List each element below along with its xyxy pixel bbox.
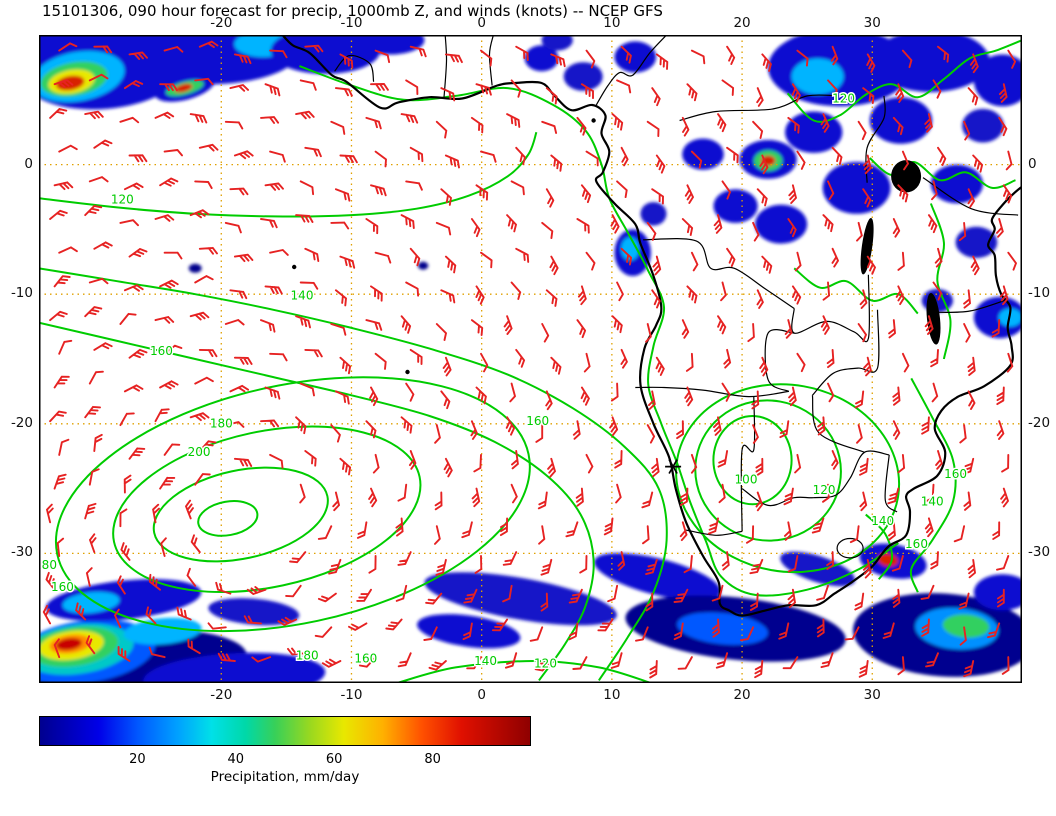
colorbar <box>39 716 531 746</box>
map-canvas: 1201401601601802001801601801601401201001… <box>39 35 1022 683</box>
y-tick-label-left: -20 <box>10 414 33 431</box>
y-tick-label-right: -30 <box>1028 544 1051 561</box>
colorbar-tick-label: 80 <box>424 752 441 767</box>
svg-text:160: 160 <box>944 467 967 481</box>
svg-text:120: 120 <box>111 193 134 207</box>
y-tick-label-left: -10 <box>10 285 33 302</box>
svg-text:160: 160 <box>150 344 173 358</box>
plot-frame <box>39 35 1022 683</box>
svg-text:100: 100 <box>735 472 758 486</box>
map-plot-area: 1201401601601802001801601801601401201001… <box>11 15 1050 703</box>
svg-text:140: 140 <box>474 654 497 668</box>
svg-text:160: 160 <box>51 580 74 594</box>
x-tick-label-bottom: 30 <box>863 687 881 703</box>
station-marker <box>665 459 682 474</box>
x-tick-label-bottom: -10 <box>340 687 363 703</box>
svg-text:120: 120 <box>832 91 855 105</box>
svg-text:180: 180 <box>296 649 319 663</box>
svg-text:160: 160 <box>354 651 377 665</box>
x-tick-label-top: 0 <box>477 15 486 31</box>
svg-text:160: 160 <box>526 414 549 428</box>
y-tick-label-left: -30 <box>10 544 33 561</box>
precip-layer <box>39 35 1022 683</box>
x-tick-label-bottom: 0 <box>477 687 486 703</box>
y-tick-label-right: -20 <box>1028 414 1051 431</box>
x-tick-label-bottom: -20 <box>210 687 233 703</box>
x-tick-label-top: 10 <box>603 15 621 31</box>
y-tick-label-right: 0 <box>1028 155 1037 172</box>
country-borders-layer <box>334 35 1019 559</box>
wind-barbs-layer <box>42 40 1017 679</box>
svg-text:140: 140 <box>871 514 894 528</box>
x-tick-label-top: -20 <box>210 15 233 31</box>
svg-text:180: 180 <box>210 417 233 431</box>
svg-text:180: 180 <box>39 558 57 572</box>
chart-title: 15101306, 090 hour forecast for precip, … <box>42 2 663 20</box>
x-tick-label-bottom: 20 <box>733 687 751 703</box>
x-tick-label-top: 20 <box>733 15 751 31</box>
svg-text:140: 140 <box>921 494 944 508</box>
x-tick-label-top: 30 <box>863 15 881 31</box>
x-tick-label-top: -10 <box>340 15 363 31</box>
grid-layer <box>39 35 1022 683</box>
y-tick-label-right: -10 <box>1028 285 1051 302</box>
colorbar-tick-label: 60 <box>325 752 343 767</box>
colorbar-label: Precipitation, mm/day <box>210 769 360 785</box>
colorbar-tick-label: 40 <box>227 752 245 767</box>
coastline-layer <box>281 35 1022 617</box>
y-tick-label-left: 0 <box>24 155 33 172</box>
x-tick-label-bottom: 10 <box>603 687 621 703</box>
svg-text:140: 140 <box>291 288 314 302</box>
svg-text:200: 200 <box>188 445 211 459</box>
svg-text:120: 120 <box>534 656 557 670</box>
svg-text:160: 160 <box>905 537 928 551</box>
contour-labels-layer: 1201401601601802001801601801601401201001… <box>39 90 969 672</box>
svg-text:120: 120 <box>813 483 836 497</box>
colorbar-tick-label: 20 <box>129 752 146 767</box>
